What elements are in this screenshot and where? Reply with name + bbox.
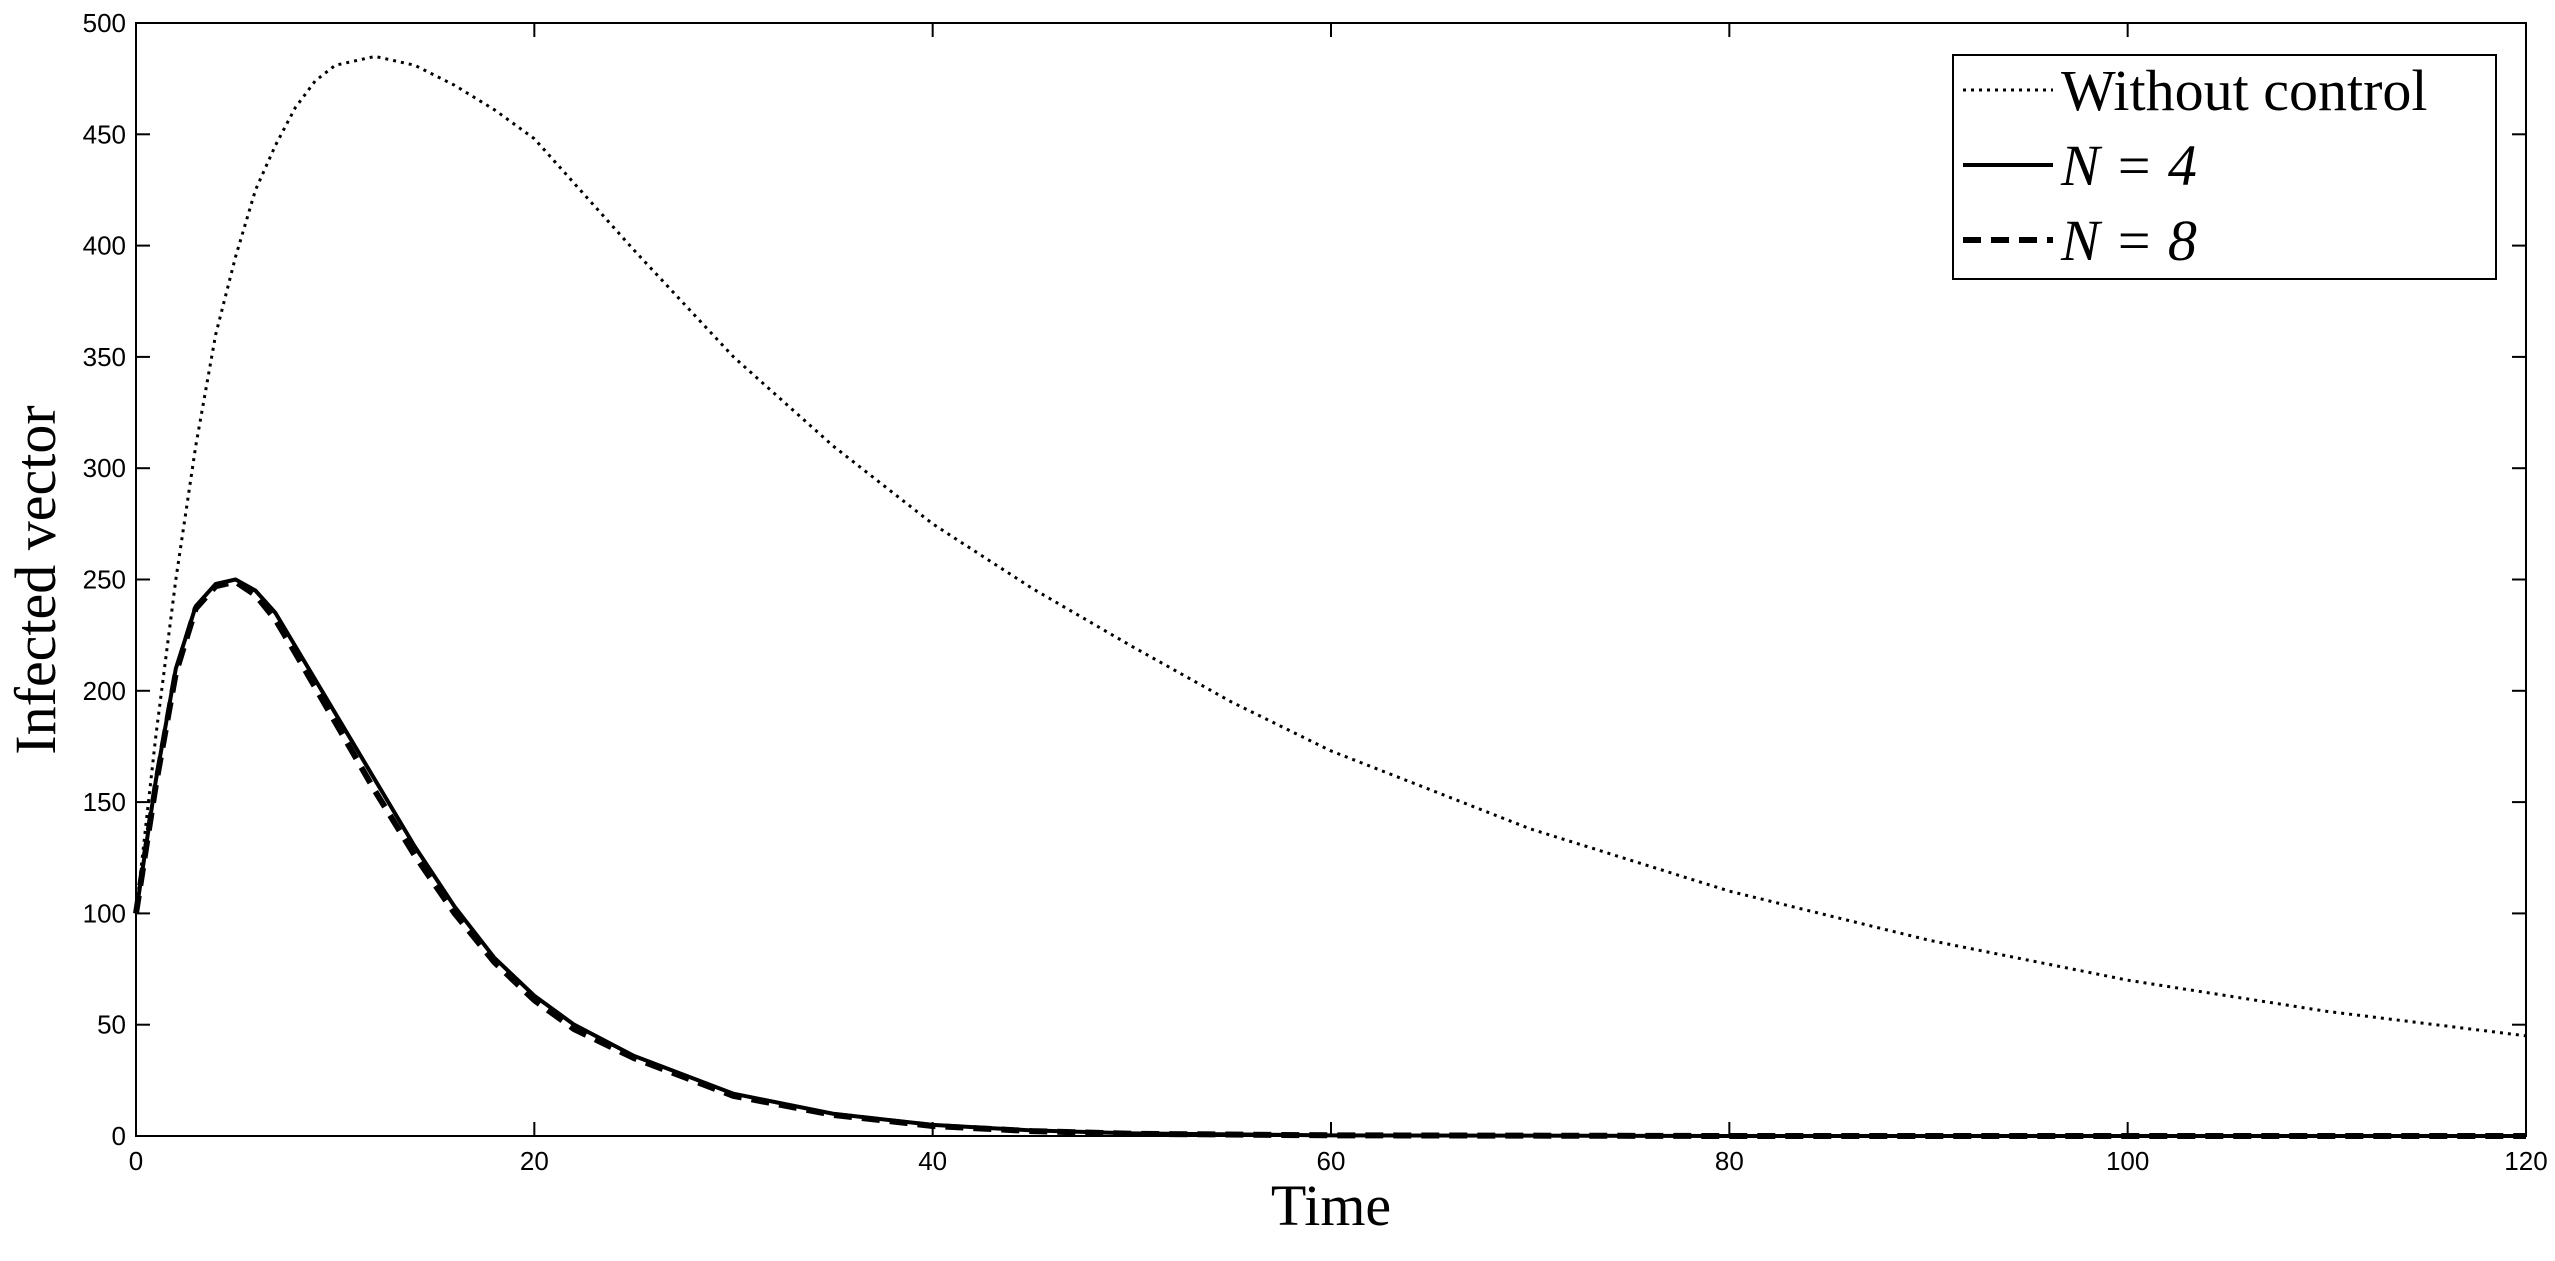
line xyxy=(134,577,2526,1138)
x-axis-label: Time xyxy=(1271,1173,1391,1238)
y-tick-label: 200 xyxy=(83,676,126,706)
y-tick-label: 0 xyxy=(112,1121,126,1151)
y-axis-label: Infected vector xyxy=(3,405,68,754)
legend-label: Without control xyxy=(2061,58,2428,123)
x-tick-label: 60 xyxy=(1317,1146,1346,1176)
x-tick-label: 0 xyxy=(129,1146,143,1176)
y-tick-label: 300 xyxy=(83,453,126,483)
y-tick-label: 250 xyxy=(83,565,126,595)
y-tick-label: 50 xyxy=(97,1010,126,1040)
line xyxy=(133,578,2526,1139)
y-tick-label: 500 xyxy=(83,8,126,38)
y-tick-label: 400 xyxy=(83,231,126,261)
x-tick-label: 80 xyxy=(1715,1146,1744,1176)
y-tick-label: 350 xyxy=(83,342,126,372)
y-tick-label: 450 xyxy=(83,119,126,149)
line xyxy=(134,54,2527,1038)
x-tick-label: 120 xyxy=(2504,1146,2547,1176)
x-tick-label: 20 xyxy=(520,1146,549,1176)
x-tick-label: 100 xyxy=(2106,1146,2149,1176)
legend-label: N = 8 xyxy=(2060,208,2197,273)
y-tick-label: 150 xyxy=(83,787,126,817)
legend-label: N = 4 xyxy=(2060,133,2197,198)
x-tick-label: 40 xyxy=(918,1146,947,1176)
y-tick-label: 100 xyxy=(83,898,126,928)
